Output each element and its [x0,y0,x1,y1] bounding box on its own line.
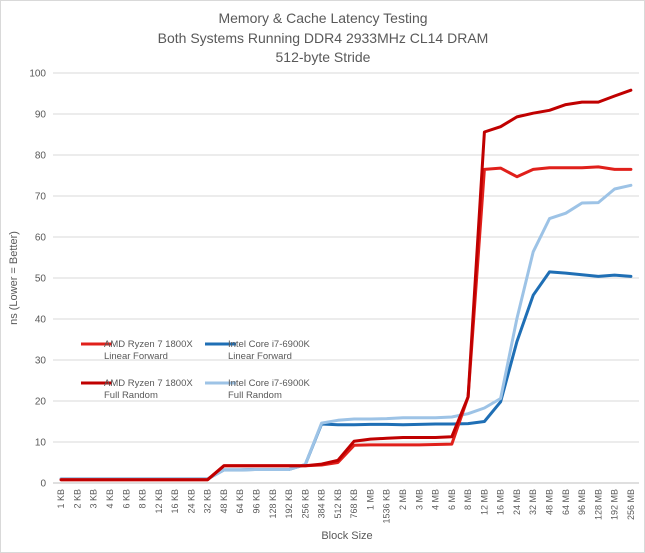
chart-subtitle-line-2: 512-byte Stride [276,49,371,65]
x-tick-label: 48 KB [219,489,229,514]
series-line-2 [59,88,633,482]
x-tick-label: 2 KB [72,489,82,509]
x-tick-label: 6 MB [447,489,457,510]
legend-item-intel-random: Intel Core i7-6900K Full Random [205,378,311,401]
y-tick-label: 60 [35,233,47,244]
x-tick-label: 96 KB [251,489,261,514]
x-tick-label: 128 KB [268,489,278,519]
legend-item-amd-random: AMD Ryzen 7 1800X Full Random [81,378,193,401]
y-tick-label: 90 [35,110,47,121]
x-tick-label: 12 MB [479,489,489,515]
y-axis-ticks: 0 10 20 30 40 50 60 70 80 90 100 [29,69,46,490]
legend-label-intel-linear-1: Intel Core i7-6900K [228,339,311,350]
gridlines [53,72,639,443]
x-tick-label: 1536 KB [382,489,392,524]
x-tick-label: 3 KB [89,489,99,509]
x-tick-label: 12 KB [154,489,164,514]
x-tick-label: 4 MB [431,489,441,510]
y-tick-label: 30 [35,356,47,367]
x-tick-label: 32 KB [203,489,213,514]
legend-label-intel-linear-2: Linear Forward [228,351,292,362]
legend-label-amd-random-2: Full Random [104,390,158,401]
x-tick-label: 2 MB [398,489,408,510]
x-axis-ticks: 1 KB 2 KB 3 KB 4 KB 6 KB 8 KB 12 KB 16 KB 24 KB 3… [56,489,636,524]
x-tick-label: 16 KB [170,489,180,514]
x-tick-label: 8 MB [463,489,473,510]
x-tick-label: 64 KB [235,489,245,514]
x-tick-label: 8 KB [138,489,148,509]
legend-label-intel-random-1: Intel Core i7-6900K [228,378,311,389]
x-axis-label: Block Size [321,530,372,542]
y-tick-label: 100 [29,69,46,80]
x-tick-label: 192 MB [610,489,620,520]
x-tick-label: 512 KB [333,489,343,519]
x-tick-label: 96 MB [577,489,587,515]
x-tick-label: 24 KB [186,489,196,514]
series-lines [59,88,633,482]
y-tick-label: 0 [40,479,46,490]
x-tick-label: 256 MB [626,489,636,520]
series-line-3 [59,183,633,481]
y-tick-label: 70 [35,192,47,203]
x-tick-label: 32 MB [528,489,538,515]
legend-item-amd-linear: AMD Ryzen 7 1800X Linear Forward [81,339,193,362]
x-tick-label: 256 KB [300,489,310,519]
legend-item-intel-linear: Intel Core i7-6900K Linear Forward [205,339,311,362]
legend-label-intel-random-2: Full Random [228,390,282,401]
chart-subtitle-line-1: Both Systems Running DDR4 2933MHz CL14 D… [158,30,489,46]
y-tick-label: 50 [35,274,47,285]
x-tick-label: 4 KB [105,489,115,509]
legend: AMD Ryzen 7 1800X Linear Forward Intel C… [81,339,311,401]
x-tick-label: 24 MB [512,489,522,515]
chart-title: Memory & Cache Latency Testing [218,10,427,26]
series-line-1 [59,270,633,481]
x-tick-label: 48 MB [544,489,554,515]
legend-label-amd-linear-1: AMD Ryzen 7 1800X [104,339,193,350]
series-line-0 [59,165,633,482]
x-tick-label: 64 MB [561,489,571,515]
x-tick-label: 384 KB [317,489,327,519]
x-tick-label: 16 MB [496,489,506,515]
x-tick-label: 3 MB [414,489,424,510]
x-tick-label: 128 MB [593,489,603,520]
x-tick-label: 1 KB [56,489,66,509]
x-tick-label: 6 KB [121,489,131,509]
y-tick-label: 40 [35,315,47,326]
x-tick-label: 1 MB [365,489,375,510]
y-tick-label: 10 [35,438,47,449]
y-tick-label: 20 [35,397,47,408]
legend-label-amd-linear-2: Linear Forward [104,351,168,362]
x-tick-label: 192 KB [284,489,294,519]
x-tick-label: 768 KB [349,489,359,519]
legend-label-amd-random-1: AMD Ryzen 7 1800X [104,378,193,389]
y-tick-label: 80 [35,151,47,162]
y-axis-label: ns (Lower = Better) [8,231,20,325]
